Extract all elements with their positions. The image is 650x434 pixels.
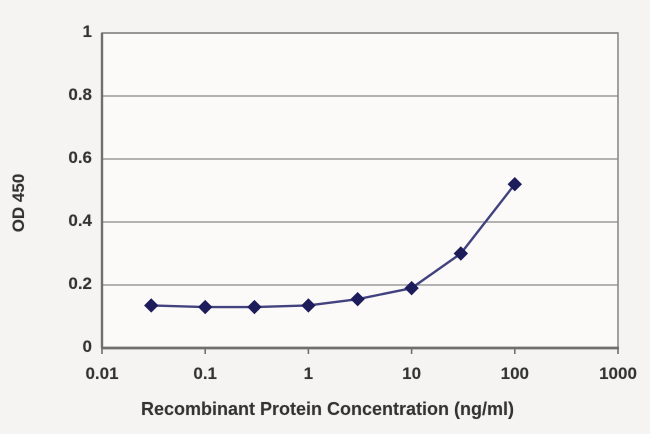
y-tick-label: 0.8 [68, 85, 92, 104]
y-tick-label: 0 [82, 337, 92, 356]
data-point-marker [507, 176, 523, 192]
y-tick-label: 0.4 [68, 211, 92, 230]
x-tick-label: 100 [500, 364, 529, 383]
data-point-marker [350, 291, 365, 307]
data-point-marker [301, 298, 316, 313]
series-line [151, 183, 516, 309]
data-point-marker [247, 299, 262, 315]
x-tick-label: 1 [303, 364, 314, 383]
data-point-marker [144, 298, 159, 313]
x-tick-label: 0.01 [85, 364, 119, 383]
x-axis-title: Recombinant Protein Concentration (ng/ml… [140, 399, 514, 419]
data-point-marker [197, 299, 213, 315]
y-axis-title: OD 450 [9, 173, 28, 233]
data-point-marker [404, 280, 419, 296]
y-tick-label: 0.6 [68, 148, 92, 167]
x-tick-label: 0.1 [193, 364, 217, 383]
x-tick-label: 1000 [599, 364, 637, 383]
data-point-marker [453, 246, 469, 261]
x-tick-label: 10 [402, 364, 422, 383]
y-tick-label: 1 [82, 22, 92, 41]
y-tick-label: 0.2 [68, 274, 92, 293]
